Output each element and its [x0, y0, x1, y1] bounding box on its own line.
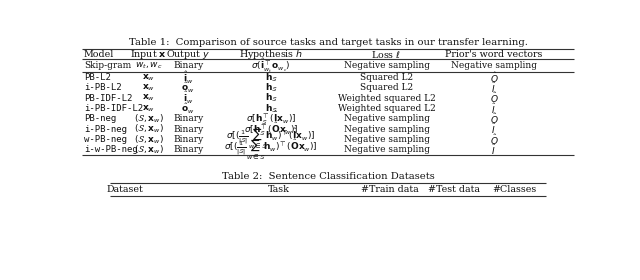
Text: $\mathbf{x}_w$: $\mathbf{x}_w$: [142, 72, 155, 83]
Text: Skip-gram: Skip-gram: [84, 61, 131, 71]
Text: $\hat{O}$: $\hat{O}$: [490, 91, 499, 106]
Text: $\hat{\mathbf{o}}_w$: $\hat{\mathbf{o}}_w$: [181, 81, 195, 95]
Text: $\sigma(\hat{\mathbf{i}}_{w_t}^\top \mathbf{o}_{w_c})$: $\sigma(\hat{\mathbf{i}}_{w_t}^\top \mat…: [251, 57, 291, 75]
Text: $(\mathcal{S}, \mathbf{x}_w)$: $(\mathcal{S}, \mathbf{x}_w)$: [134, 143, 163, 156]
Text: #Train data: #Train data: [361, 185, 419, 194]
Text: $\mathbf{x}_w$: $\mathbf{x}_w$: [142, 83, 155, 93]
Text: Weighted squared L2: Weighted squared L2: [338, 104, 435, 113]
Text: Negative sampling: Negative sampling: [344, 114, 429, 123]
Text: $\mathbf{h}_\mathcal{S}$: $\mathbf{h}_\mathcal{S}$: [264, 92, 277, 104]
Text: Dataset: Dataset: [106, 185, 143, 194]
Text: Model: Model: [84, 50, 115, 59]
Text: $\mathbf{h}_\mathcal{S}$: $\mathbf{h}_\mathcal{S}$: [264, 102, 277, 115]
Text: Weighted squared L2: Weighted squared L2: [338, 94, 435, 103]
Text: Prior's word vectors: Prior's word vectors: [445, 50, 543, 59]
Text: Negative sampling: Negative sampling: [344, 125, 429, 134]
Text: Binary: Binary: [173, 145, 204, 154]
Text: $\hat{O}$: $\hat{O}$: [490, 132, 499, 147]
Text: $(\mathcal{S}, \mathbf{x}_w)$: $(\mathcal{S}, \mathbf{x}_w)$: [134, 123, 163, 135]
Text: PB-L2: PB-L2: [84, 73, 111, 82]
Text: i-PB-neg: i-PB-neg: [84, 125, 127, 134]
Text: #Test data: #Test data: [429, 185, 481, 194]
Text: $\hat{\mathbf{o}}_w$: $\hat{\mathbf{o}}_w$: [181, 101, 195, 116]
Text: $\mathbf{h}_\mathcal{S}$: $\mathbf{h}_\mathcal{S}$: [264, 71, 277, 84]
Text: Negative sampling: Negative sampling: [344, 135, 429, 144]
Text: Table 1:  Comparison of source tasks and target tasks in our transfer learning.: Table 1: Comparison of source tasks and …: [129, 38, 527, 47]
Text: Input $\mathbf{x}$: Input $\mathbf{x}$: [130, 48, 167, 60]
Text: Binary: Binary: [173, 61, 204, 71]
Text: Table 2:  Sentence Classification Datasets: Table 2: Sentence Classification Dataset…: [221, 172, 435, 181]
Text: Binary: Binary: [173, 125, 204, 134]
Text: $\sigma[(\frac{1}{|\mathcal{S}|}\sum_{w\in\mathcal{S}} \mathbf{h}_w)^\top(\hat{\: $\sigma[(\frac{1}{|\mathcal{S}|}\sum_{w\…: [227, 127, 316, 151]
Text: $(\mathcal{S}, \mathbf{x}_w)$: $(\mathcal{S}, \mathbf{x}_w)$: [134, 133, 163, 146]
Text: i-PB-IDF-L2: i-PB-IDF-L2: [84, 104, 143, 113]
Text: w-PB-neg: w-PB-neg: [84, 135, 127, 144]
Text: Squared L2: Squared L2: [360, 83, 413, 92]
Text: Negative sampling: Negative sampling: [344, 61, 429, 71]
Text: $\mathbf{h}_\mathcal{S}$: $\mathbf{h}_\mathcal{S}$: [264, 81, 277, 94]
Text: $\sigma[(\frac{1}{|\mathcal{S}|}\sum_{w\in\mathcal{S}} \mathbf{h}_w)^\top(\hat{\: $\sigma[(\frac{1}{|\mathcal{S}|}\sum_{w\…: [224, 137, 317, 162]
Text: Negative sampling: Negative sampling: [451, 61, 537, 71]
Text: Squared L2: Squared L2: [360, 73, 413, 82]
Text: Negative sampling: Negative sampling: [344, 145, 429, 154]
Text: Hypothesis $h$: Hypothesis $h$: [239, 48, 303, 60]
Text: Task: Task: [268, 185, 289, 194]
Text: $\hat{I}$: $\hat{I}$: [492, 142, 497, 157]
Text: $\sigma[\mathbf{h}_\mathcal{S}^\top(\hat{\mathbf{O}}\mathbf{x}_w)]$: $\sigma[\mathbf{h}_\mathcal{S}^\top(\hat…: [244, 120, 298, 137]
Text: i-w-PB-neg: i-w-PB-neg: [84, 145, 138, 154]
Text: $\hat{I}$: $\hat{I}$: [492, 81, 497, 95]
Text: $\sigma[\mathbf{h}_\mathcal{S}^\top(\hat{\mathbf{I}}\mathbf{x}_w)]$: $\sigma[\mathbf{h}_\mathcal{S}^\top(\hat…: [246, 110, 296, 127]
Text: Binary: Binary: [173, 114, 204, 123]
Text: Output $y$: Output $y$: [166, 48, 211, 60]
Text: $\hat{\mathbf{i}}_w$: $\hat{\mathbf{i}}_w$: [183, 69, 193, 86]
Text: $\hat{O}$: $\hat{O}$: [490, 111, 499, 126]
Text: $w_t, w_c$: $w_t, w_c$: [134, 61, 162, 71]
Text: $\hat{\mathbf{i}}_w$: $\hat{\mathbf{i}}_w$: [183, 90, 193, 106]
Text: Loss $\ell$: Loss $\ell$: [371, 49, 402, 60]
Text: $\hat{I}$: $\hat{I}$: [492, 122, 497, 136]
Text: PB-IDF-L2: PB-IDF-L2: [84, 94, 132, 103]
Text: $\hat{O}$: $\hat{O}$: [490, 70, 499, 85]
Text: $(\mathcal{S}, \mathbf{x}_w)$: $(\mathcal{S}, \mathbf{x}_w)$: [134, 113, 163, 125]
Text: PB-neg: PB-neg: [84, 114, 116, 123]
Text: $\hat{I}$: $\hat{I}$: [492, 101, 497, 116]
Text: Binary: Binary: [173, 135, 204, 144]
Text: $\mathbf{x}_w$: $\mathbf{x}_w$: [142, 93, 155, 103]
Text: #Classes: #Classes: [492, 185, 536, 194]
Text: i-PB-L2: i-PB-L2: [84, 83, 122, 92]
Text: $\mathbf{x}_w$: $\mathbf{x}_w$: [142, 103, 155, 114]
